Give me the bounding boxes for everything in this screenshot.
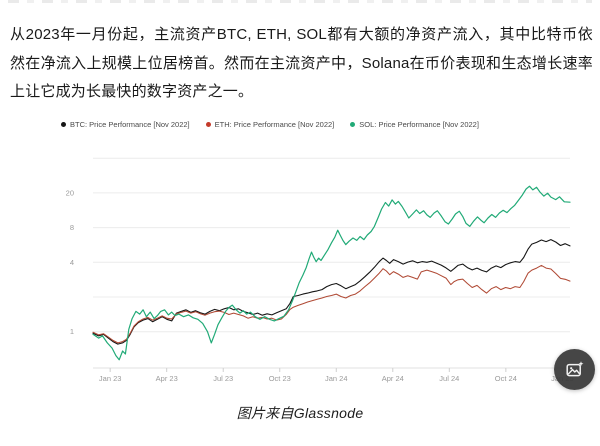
image-sparkle-icon <box>565 360 583 376</box>
x-tick-label: Jul 24 <box>439 374 459 383</box>
x-tick-label: Jan 23 <box>99 374 122 383</box>
series-line-eth <box>92 264 571 344</box>
legend-item-btc[interactable]: BTC: Price Performance [Nov 2022] <box>61 120 190 129</box>
price-performance-chart: 20 8 4 1 Jan 23 Apr 23 Jul 23 Oct 23 Jan 24 Apr 2… <box>66 157 574 383</box>
y-tick-label: 4 <box>70 258 74 267</box>
x-tick-label: Oct 24 <box>495 374 517 383</box>
legend-label: BTC: Price Performance [Nov 2022] <box>70 120 190 129</box>
y-tick-label: 8 <box>70 223 74 232</box>
x-tick-label: Jul 23 <box>213 374 233 383</box>
legend-item-eth[interactable]: ETH: Price Performance [Nov 2022] <box>205 120 335 129</box>
sol-legend-dot-icon <box>350 122 356 127</box>
y-tick-label: 1 <box>70 327 74 336</box>
image-preview-button[interactable] <box>554 349 595 390</box>
cropped-text-artifact <box>8 0 592 3</box>
x-tick-label: Oct 23 <box>269 374 291 383</box>
legend-label: ETH: Price Performance [Nov 2022] <box>214 120 335 129</box>
x-tick-label: Apr 23 <box>156 374 178 383</box>
series-line-btc <box>92 239 571 345</box>
btc-legend-dot-icon <box>61 122 66 127</box>
y-tick-label: 20 <box>66 188 74 197</box>
series-line-sol <box>92 185 571 361</box>
legend-label: SOL: Price Performance [Nov 2022] <box>359 120 479 129</box>
image-source-caption: 图片来自Glassnode <box>236 405 364 421</box>
x-tick-label: Jan 24 <box>325 374 348 383</box>
x-tick-label: Apr 24 <box>382 374 404 383</box>
legend-item-sol[interactable]: SOL: Price Performance [Nov 2022] <box>350 120 479 129</box>
article-paragraph: 从2023年一月份起，主流资产BTC, ETH, SOL都有大额的净资产流入，其… <box>10 26 593 100</box>
eth-legend-dot-icon <box>205 122 211 127</box>
chart-legend: BTC: Price Performance [Nov 2022] ETH: P… <box>61 120 479 129</box>
